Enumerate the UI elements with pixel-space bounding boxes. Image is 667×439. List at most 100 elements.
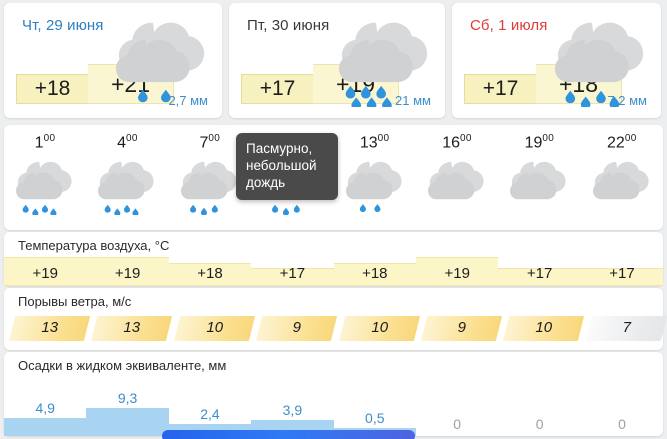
hour-value: 22: [607, 134, 625, 152]
cloud-rain-icon: [337, 15, 433, 111]
day-precipitation-amount: 2,7 мм: [168, 93, 208, 108]
precipitation-value: 4,9: [35, 399, 55, 416]
precipitation-value: 0,5: [365, 409, 385, 426]
wind-gust-value: 10: [535, 319, 553, 336]
temperature-step: +19: [4, 257, 87, 286]
temperature-band: +19 +19 +18 +17 +18 +19 +17 +17: [4, 256, 664, 286]
day-card-title: Пт, 30 июня: [247, 17, 330, 34]
hour-minutes: 00: [460, 133, 472, 144]
temperature-value: +19: [444, 265, 470, 282]
hour-minutes: 00: [208, 133, 221, 144]
precipitation-value: 9,3: [117, 390, 138, 406]
wind-gust-badge: 13: [91, 316, 173, 341]
wind-gusts-panel: Порывы ветра, м/с 13 13 10 9 10 9 10 7: [4, 288, 667, 350]
cloud-rain-icon: [14, 157, 76, 216]
air-temperature-title: Температура воздуха, °C: [18, 238, 170, 253]
temperature-step: +18: [168, 262, 252, 286]
wind-gust-value: 10: [370, 319, 388, 336]
wind-gust-badge: 7: [585, 316, 667, 341]
hour-minutes: 00: [624, 133, 637, 144]
hour-label: 1900: [498, 134, 580, 151]
temperature-value: +17: [526, 265, 553, 282]
cloud-rain-icon: [114, 15, 210, 111]
hour-cell[interactable]: 2200: [581, 125, 663, 230]
wind-gust-value: 13: [41, 319, 59, 336]
temperature-value: +18: [197, 265, 223, 282]
wind-gust-value: 7: [622, 319, 631, 336]
day-precipitation-amount: 21 мм: [395, 93, 431, 108]
hour-minutes: 00: [43, 133, 56, 144]
cloud-rain-icon: [553, 15, 649, 111]
temperature-step: +17: [251, 265, 334, 286]
temperature-step: +18: [333, 262, 416, 286]
temperature-value: +19: [32, 265, 58, 282]
precipitation-bar: [498, 434, 580, 436]
hour-value: 4: [117, 134, 126, 152]
day-card-title: Чт, 29 июня: [22, 17, 104, 34]
cloud-icon: [591, 157, 653, 215]
wind-gusts-title: Порывы ветра, м/с: [18, 294, 132, 309]
wind-gust-badge: 10: [173, 316, 255, 341]
hour-minutes: 00: [125, 133, 138, 144]
hour-value: 13: [359, 134, 378, 152]
precipitation-title: Осадки в жидком эквиваленте, мм: [18, 358, 227, 373]
weather-tooltip: Пасмурно, небольшой дождь: [236, 133, 338, 200]
hour-cell[interactable]: 700: [169, 125, 251, 230]
precipitation-value: 0: [453, 416, 462, 432]
hour-cell[interactable]: 100: [4, 125, 86, 230]
hour-minutes: 00: [377, 133, 390, 144]
day-card[interactable]: Чт, 29 июня +18 +21 2,7 мм: [4, 3, 222, 118]
air-temperature-panel: Температура воздуха, °C +19 +19 +18 +17 +18 +…: [4, 232, 664, 286]
hour-label: 400: [86, 134, 168, 151]
day-card[interactable]: Сб, 1 июля +17 +18 7,2 мм: [452, 3, 661, 118]
precipitation-area-chart: 4,9 9,3 2,4 3,9 0,5 0 0 0: [4, 374, 663, 436]
hour-label: 2200: [581, 134, 663, 151]
wind-gust-value: 9: [292, 319, 302, 336]
hour-label: 1600: [416, 134, 498, 151]
temperature-step: +19: [416, 257, 499, 286]
wind-gust-badge: 10: [338, 316, 420, 341]
wind-gust-badge: 13: [8, 316, 91, 341]
hour-cell[interactable]: 1300: [334, 125, 416, 230]
hour-cell[interactable]: 1600: [416, 125, 498, 230]
precipitation-value: 0: [618, 416, 626, 432]
precipitation-bar: [416, 434, 498, 436]
wind-gust-value: 9: [457, 319, 466, 336]
wind-gust-badge: 10: [503, 316, 585, 341]
hour-value: 7: [199, 134, 209, 152]
hour-label: 100: [4, 134, 86, 151]
temperature-step: +17: [580, 265, 664, 286]
hour-label: 1300: [334, 134, 416, 151]
hour-cell[interactable]: 1900: [498, 125, 580, 230]
cloud-icon: [426, 157, 488, 215]
wind-gusts-row: 13 13 10 9 10 9 10 7: [4, 314, 667, 346]
day-precipitation-amount: 7,2 мм: [607, 93, 647, 108]
wind-gust-value: 10: [206, 319, 223, 336]
precipitation-value: 0: [535, 416, 544, 432]
hour-value: 19: [524, 134, 543, 152]
hourly-forecast-panel: 10040070010001300160019002200 Пасмурно, …: [4, 125, 663, 230]
temperature-step: +19: [86, 257, 169, 286]
precipitation-bar: [581, 434, 663, 436]
day-temperature-pair: +17 +18: [464, 62, 622, 104]
night-temperature: +17: [464, 74, 536, 104]
cloud-icon: [508, 157, 570, 215]
precipitation-bar: [86, 408, 169, 436]
hour-label: 700: [169, 134, 251, 151]
hour-value: 1: [34, 134, 44, 152]
hour-cell[interactable]: 400: [86, 125, 168, 230]
hour-value: 16: [442, 134, 461, 152]
day-card[interactable]: Пт, 30 июня +17 +19 21 мм: [229, 3, 445, 118]
temperature-step: +17: [498, 265, 581, 286]
day-cards-row: Чт, 29 июня +18 +21 2,7 мм Пт, 30 июня +17 +19…: [0, 0, 667, 122]
night-temperature: +17: [241, 74, 313, 104]
wind-gust-badge: 9: [420, 316, 503, 341]
precipitation-value: 2,4: [200, 405, 220, 422]
night-temperature: +18: [16, 74, 88, 104]
cloud-rain-icon: [344, 157, 406, 215]
precipitation-value: 3,9: [282, 402, 303, 419]
cloud-rain-icon: [179, 157, 241, 216]
horizontal-scrollbar[interactable]: [162, 430, 415, 439]
wind-gust-badge: 9: [256, 316, 338, 341]
temperature-value: +18: [362, 265, 388, 282]
